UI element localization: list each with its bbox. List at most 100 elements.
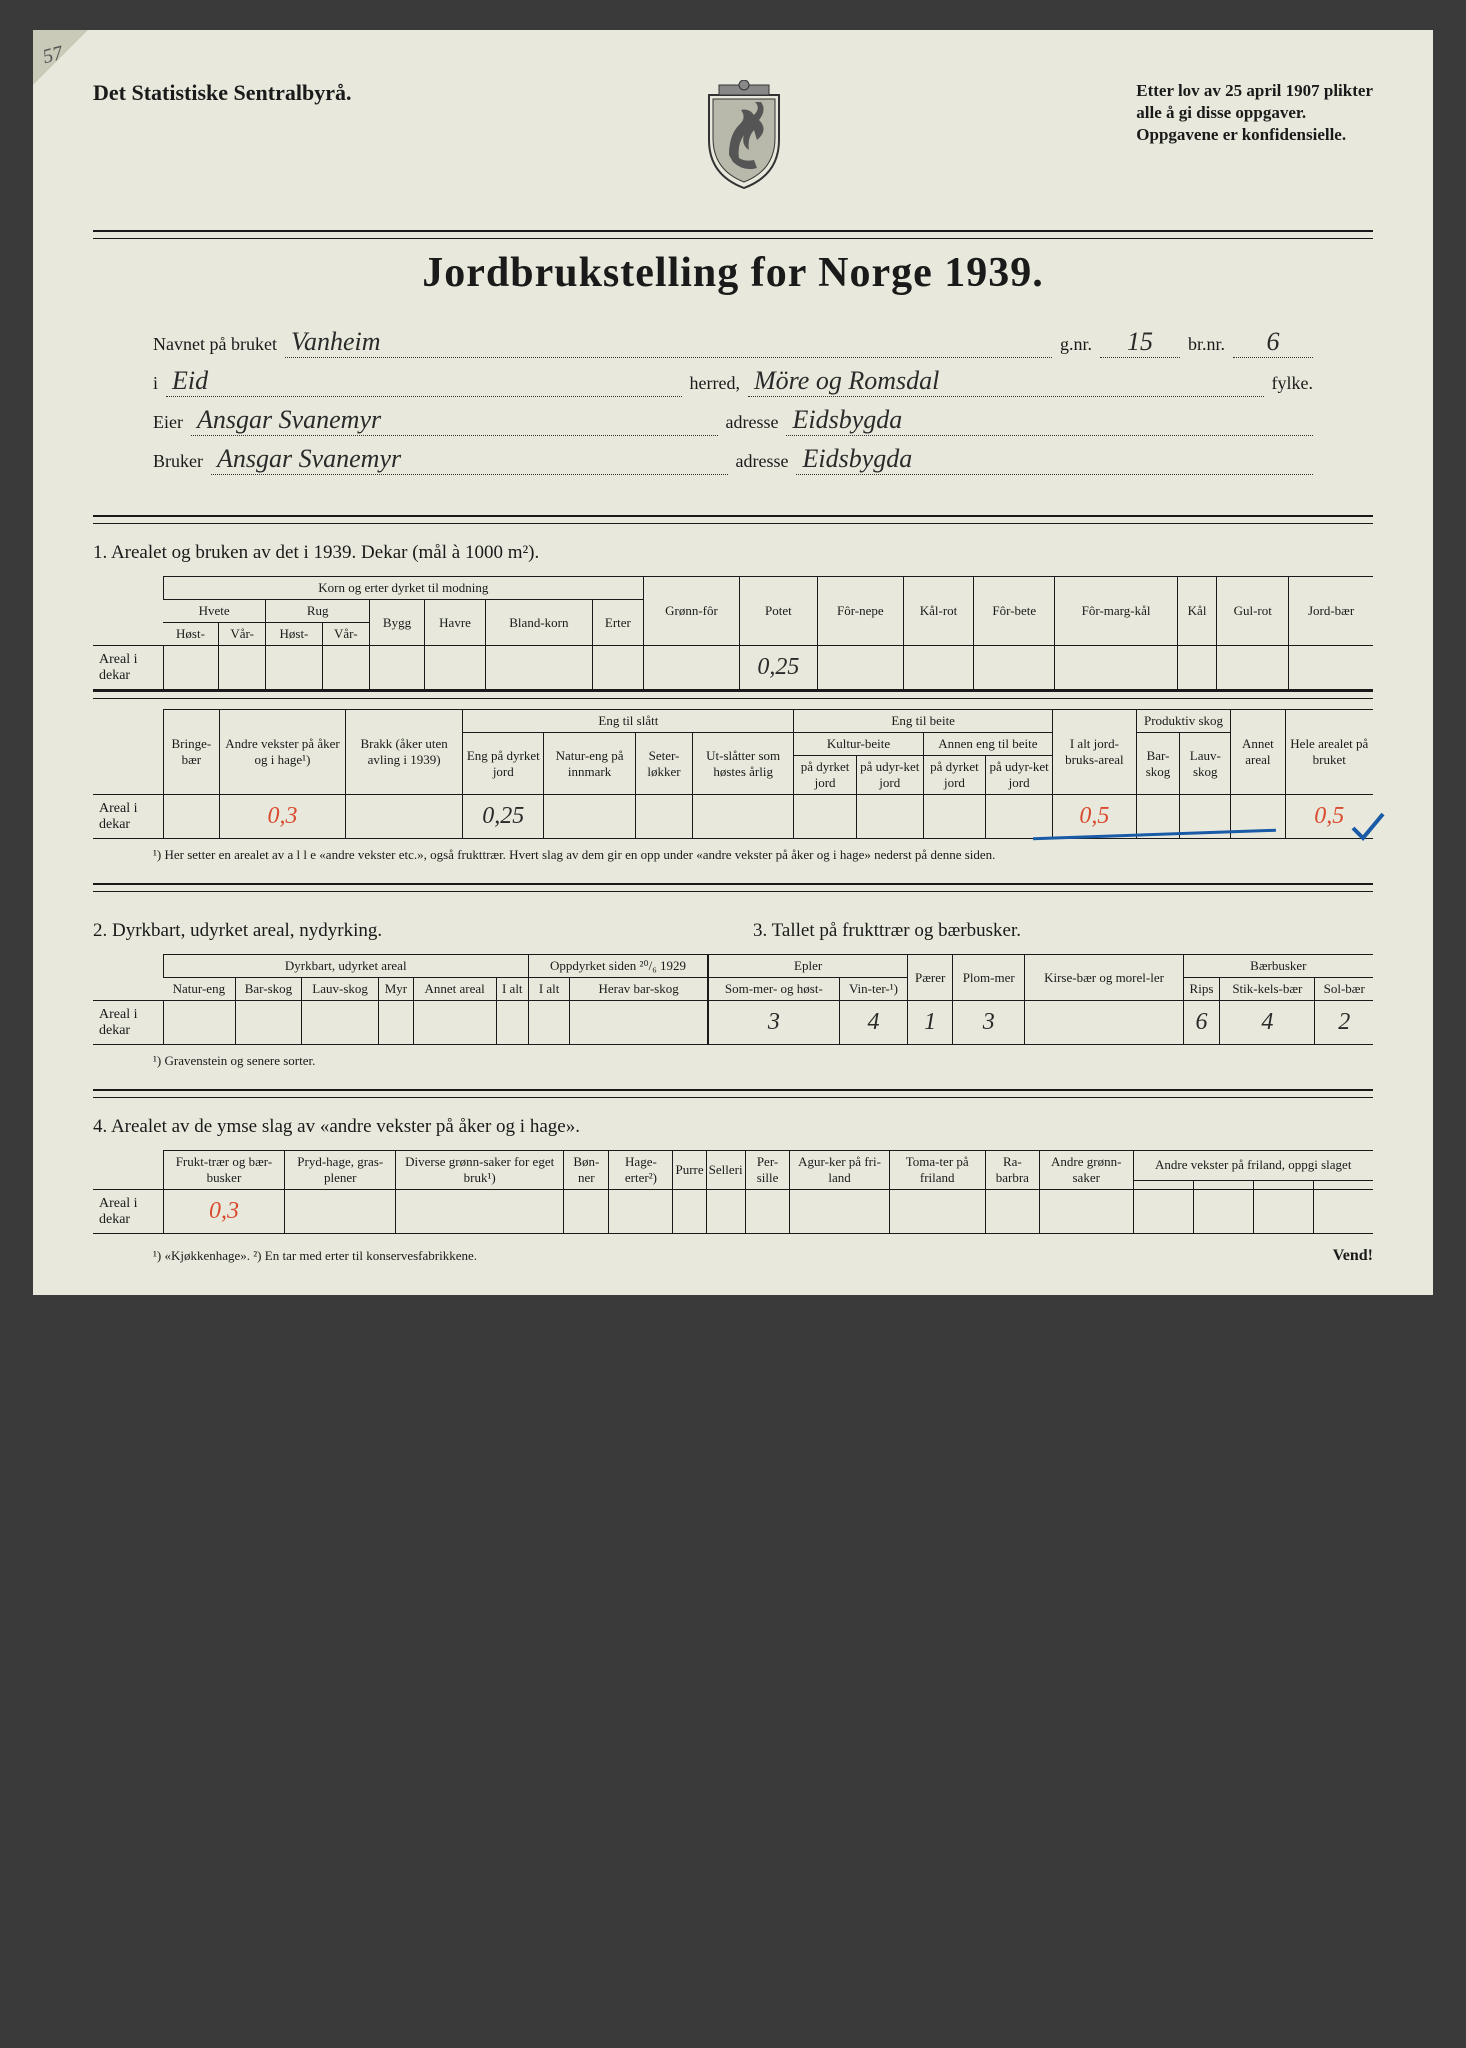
field-bruker-adr: Eidsbygda <box>796 444 1313 475</box>
th-gronnfor: Grønn-fôr <box>644 577 740 646</box>
law-line-3: Oppgavene er konfidensielle. <box>1136 124 1373 146</box>
th-eng-dyrket: Eng på dyrket jord <box>463 733 544 795</box>
row-label-2: Areal i dekar <box>93 1001 163 1045</box>
th-frukt: Frukt-trær og bær-busker <box>163 1151 285 1190</box>
th-potet: Potet <box>739 577 817 646</box>
header-row: Det Statistiske Sentralbyrå. Etter lov a… <box>93 80 1373 190</box>
th-lauvskog: Lauv-skog <box>1180 733 1231 795</box>
val-solbaer: 2 <box>1338 1009 1350 1035</box>
val-stikkels: 4 <box>1261 1009 1273 1035</box>
th-kirsebaer: Kirse-bær og morel-ler <box>1025 955 1183 1001</box>
th-ae-dyrket: på dyrket jord <box>923 756 985 795</box>
label-eier-adr: adresse <box>726 412 779 433</box>
th-epler-sommer: Som-mer- og høst- <box>708 978 839 1001</box>
th-hvete-host: Høst- <box>163 623 218 646</box>
th-myr: Myr <box>379 978 414 1001</box>
th-dyrkbart-group: Dyrkbart, udyrket areal <box>163 955 528 978</box>
th-ae-udyrket: på udyr-ket jord <box>986 756 1053 795</box>
law-line-2: alle å gi disse oppgaver. <box>1136 102 1373 124</box>
section-3-title: 3. Tallet på frukttrær og bærbusker. <box>733 920 1373 942</box>
th-hvete-var: Vår- <box>218 623 265 646</box>
th-selleri: Selleri <box>706 1151 745 1190</box>
th-lauvskog2: Lauv-skog <box>302 978 379 1001</box>
th-hageerter: Hage-erter²) <box>609 1151 673 1190</box>
label-fylke: fylke. <box>1272 373 1313 394</box>
th-bygg: Bygg <box>369 600 424 646</box>
th-blandkorn: Bland-korn <box>486 600 593 646</box>
law-line-1: Etter lov av 25 april 1907 plikter <box>1136 80 1373 102</box>
th-prod-skog: Produktiv skog <box>1136 710 1231 733</box>
census-form-page: 57 Det Statistiske Sentralbyrå. Etter lo… <box>33 30 1433 1295</box>
row-label-1a: Areal i dekar <box>93 646 163 690</box>
th-hvete: Hvete <box>163 600 266 623</box>
th-annet2: Annet areal <box>413 978 496 1001</box>
table-4: Frukt-trær og bær-busker Pryd-hage, gras… <box>93 1150 1373 1234</box>
th-agurker: Agur-ker på fri-land <box>790 1151 889 1190</box>
th-oppdyrket: Oppdyrket siden ²⁰/₆ 1929 <box>528 955 708 978</box>
th-seterlokker: Seter-løkker <box>635 733 692 795</box>
turn-page-label: Vend! <box>1333 1247 1373 1265</box>
sections-2-3-row: 2. Dyrkbart, udyrket areal, nydyrking. 3… <box>93 902 1373 954</box>
label-bruker: Bruker <box>153 451 203 472</box>
th-annen-eng-beite: Annen eng til beite <box>923 733 1052 756</box>
th-eng-slaatt: Eng til slått <box>463 710 794 733</box>
th-herav-bar: Herav bar-skog <box>570 978 708 1001</box>
th-forbete: Fôr-bete <box>974 577 1055 646</box>
th-plommer: Plom-mer <box>953 955 1025 1001</box>
th-ialt-jord: I alt jord-bruks-areal <box>1053 710 1137 795</box>
footnote-4: ¹) «Kjøkkenhage». ²) En tar med erter ti… <box>153 1248 477 1264</box>
th-havre: Havre <box>425 600 486 646</box>
th-kalrot: Kål-rot <box>903 577 974 646</box>
field-navnet: Vanheim <box>285 327 1052 358</box>
th-rabarbra: Ra-barbra <box>985 1151 1039 1190</box>
field-bruker: Ansgar Svanemyr <box>211 444 728 475</box>
section-4-title: 4. Arealet av de ymse slag av «andre vek… <box>93 1116 1373 1138</box>
th-andre-gronn: Andre grønn-saker <box>1039 1151 1133 1190</box>
th-natureng: Natur-eng <box>163 978 235 1001</box>
th-opp-ialt: I alt <box>528 978 569 1001</box>
th-barskog: Bar-skog <box>1136 733 1180 795</box>
th-purre: Purre <box>673 1151 706 1190</box>
th-bringebaer: Bringe-bær <box>163 710 220 795</box>
th-utslaatter: Ut-slåtter som høstes årlig <box>693 733 794 795</box>
section-2-title: 2. Dyrkbart, udyrket areal, nydyrking. <box>93 920 733 942</box>
label-eier: Eier <box>153 412 183 433</box>
th-ialt2: I alt <box>496 978 528 1001</box>
th-rips: Rips <box>1183 978 1220 1001</box>
th-formargkal: Fôr-marg-kål <box>1055 577 1178 646</box>
th-rug: Rug <box>266 600 370 623</box>
coat-of-arms-icon <box>699 80 789 190</box>
val-andre: 0,3 <box>267 803 297 829</box>
field-brnr: 6 <box>1233 327 1313 358</box>
val-rips: 6 <box>1195 1009 1207 1035</box>
val-paerer: 1 <box>924 1009 936 1035</box>
val-epler-v: 4 <box>867 1009 879 1035</box>
th-fornepe: Fôr-nepe <box>817 577 903 646</box>
th-kb-udyrket: på udyr-ket jord <box>856 756 923 795</box>
farm-metadata-block: Navnet på bruket Vanheim g.nr. 15 br.nr.… <box>93 327 1373 475</box>
label-i: i <box>153 373 158 394</box>
row-label-1b: Areal i dekar <box>93 795 163 839</box>
th-eng-beite: Eng til beite <box>794 710 1053 733</box>
th-andre-vekster: Andre vekster på åker og i hage¹) <box>220 710 346 795</box>
th-prydhage: Pryd-hage, gras-plener <box>285 1151 396 1190</box>
th-jordbaer: Jord-bær <box>1289 577 1373 646</box>
val-frukt: 0,3 <box>209 1198 239 1224</box>
val-hele: 0,5 <box>1314 803 1344 829</box>
section-1-title: 1. Arealet og bruken av det i 1939. Deka… <box>93 542 1373 564</box>
th-bonner: Bøn-ner <box>564 1151 609 1190</box>
field-fylke: Möre og Romsdal <box>748 366 1264 397</box>
th-korn-group: Korn og erter dyrket til modning <box>163 577 644 600</box>
th-solbaer: Sol-bær <box>1315 978 1373 1001</box>
val-ialt: 0,5 <box>1079 803 1109 829</box>
label-navnet: Navnet på bruket <box>153 334 277 355</box>
val-epler-s: 3 <box>768 1009 780 1035</box>
field-eier-adr: Eidsbygda <box>786 405 1313 436</box>
th-gulrot: Gul-rot <box>1217 577 1289 646</box>
th-stikkels: Stik-kels-bær <box>1220 978 1315 1001</box>
th-kulturbeite: Kultur-beite <box>794 733 923 756</box>
table-1b-land: Bringe-bær Andre vekster på åker og i ha… <box>93 709 1373 839</box>
th-diverse: Diverse grønn-saker for eget bruk¹) <box>396 1151 564 1190</box>
th-epler-vinter: Vin-ter-¹) <box>839 978 908 1001</box>
th-tomater: Toma-ter på friland <box>889 1151 985 1190</box>
